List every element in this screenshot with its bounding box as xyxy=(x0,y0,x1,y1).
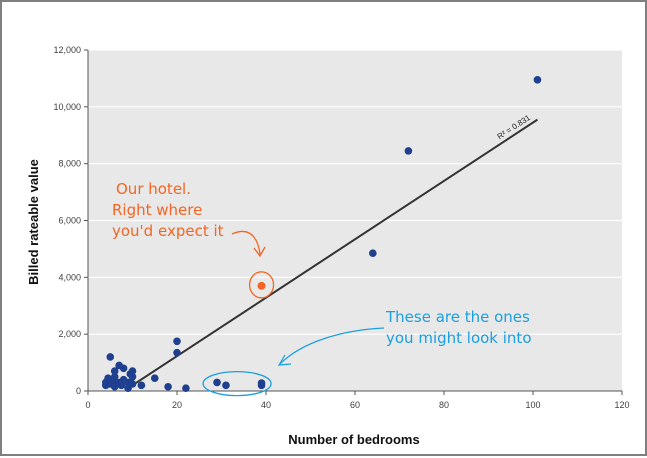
x-axis-title: Number of bedrooms xyxy=(288,432,419,447)
gridlines xyxy=(84,49,623,395)
data-point xyxy=(137,381,146,390)
hotel-point xyxy=(257,281,266,290)
data-point xyxy=(164,382,172,391)
data-points xyxy=(102,76,542,392)
data-point xyxy=(128,367,137,375)
hotel-annotation: Our hotel. Right where you'd expect it xyxy=(112,180,224,240)
x-tick-label: 0 xyxy=(85,400,90,410)
x-tick-labels: 0 20 40 60 80 100 120 xyxy=(85,400,629,410)
data-point xyxy=(173,337,181,346)
y-tick-label: 2,000 xyxy=(58,329,81,339)
outlier-annotation: These are the ones you might look into xyxy=(385,308,532,347)
data-point xyxy=(150,374,159,383)
data-point xyxy=(369,249,377,257)
data-point xyxy=(213,378,221,387)
data-point xyxy=(222,381,230,390)
data-point xyxy=(110,372,119,381)
hotel-note-line-3: you'd expect it xyxy=(112,222,224,240)
data-point xyxy=(404,147,413,155)
y-axis-title: Billed rateable value xyxy=(26,159,41,285)
trendline xyxy=(127,118,538,389)
x-tick-label: 20 xyxy=(172,400,182,410)
y-tick-label: 8,000 xyxy=(58,159,81,169)
data-point xyxy=(128,372,137,381)
data-point xyxy=(128,380,137,388)
y-tick-label: 4,000 xyxy=(58,272,81,282)
outlier-highlight-ring xyxy=(202,370,272,397)
x-tick-label: 80 xyxy=(439,400,449,410)
y-tick-label: 0 xyxy=(76,386,81,396)
hotel-note-line-1: Our hotel. xyxy=(116,180,191,198)
data-point xyxy=(182,384,190,392)
data-point xyxy=(110,367,119,375)
x-tick-label: 40 xyxy=(261,400,271,410)
hotel-arrow xyxy=(231,230,266,258)
data-point xyxy=(119,364,128,373)
x-tick-label: 100 xyxy=(525,400,540,410)
data-point xyxy=(257,379,266,387)
data-point xyxy=(106,353,115,361)
y-tick-label: 6,000 xyxy=(58,216,81,226)
x-tick-label: 120 xyxy=(614,400,629,410)
x-tick-label: 60 xyxy=(350,400,360,410)
y-tick-label: 12,000 xyxy=(53,45,81,55)
hotel-highlight-ring xyxy=(248,271,275,299)
hotel-note-line-2: Right where xyxy=(112,201,202,219)
outlier-note-line-2: you might look into xyxy=(386,329,532,347)
outlier-note-line-1: These are the ones xyxy=(385,308,530,326)
outlier-arrow xyxy=(277,327,385,366)
y-tick-labels: 0 2,000 4,000 6,000 8,000 10,000 12,000 xyxy=(53,45,81,396)
y-tick-label: 10,000 xyxy=(53,102,81,112)
data-point xyxy=(173,348,181,357)
data-point xyxy=(533,76,542,84)
